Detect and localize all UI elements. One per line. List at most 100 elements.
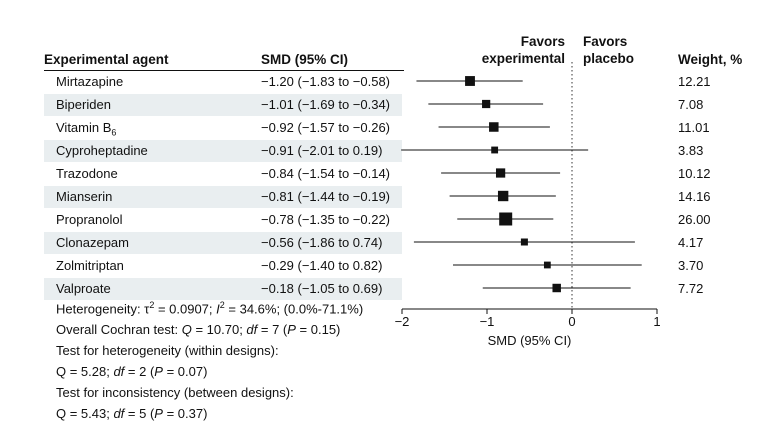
row-agent: Mianserin (56, 189, 112, 204)
row-smd: −0.29 (−1.40 to 0.82) (261, 258, 383, 273)
table-row: Propranolol −0.78 (−1.35 to −0.22) (44, 209, 402, 231)
row-smd: −1.20 (−1.83 to −0.58) (261, 74, 391, 89)
table-row: Trazodone −0.84 (−1.54 to −0.14) (44, 163, 402, 185)
row-agent: Valproate (56, 281, 111, 296)
table-row: Vitamin B6 −0.92 (−1.57 to −0.26) (44, 117, 402, 139)
row-weight: 11.01 (678, 120, 710, 135)
row-agent-text: Vitamin B (56, 120, 112, 135)
forest-plot: −2 −1 0 1 SMD (95% CI) (395, 60, 661, 348)
row-smd: −0.92 (−1.57 to −0.26) (261, 120, 391, 135)
x-tick-label: 0 (568, 314, 575, 329)
point-estimate-marker (495, 168, 506, 178)
row-agent-text: Clonazepam (56, 235, 129, 250)
table-row: Mirtazapine −1.20 (−1.83 to −0.58) (44, 71, 402, 93)
row-agent-text: Cyproheptadine (56, 143, 148, 158)
cochran-q: Q (181, 322, 192, 337)
het-within-df: df (113, 364, 125, 379)
x-tick-label: 1 (653, 314, 660, 329)
point-estimate-marker (465, 76, 475, 86)
tau-value: = 0.0907; (154, 301, 217, 317)
cochran-df-value: = 7 ( (257, 322, 288, 337)
cochran-q-value: = 10.70; (191, 322, 247, 337)
x-tick-label: −2 (395, 314, 410, 329)
inconsistency-values: Q = 5.43; df = 5 (P = 0.37) (56, 406, 207, 421)
incons-df-value: = 5 ( (124, 406, 155, 421)
heterogeneity-note: Heterogeneity: τ2 = 0.0907; I2 = 34.6%; … (56, 300, 363, 316)
row-agent-subscript: 6 (111, 127, 117, 138)
row-weight: 26.00 (678, 212, 711, 227)
point-estimate-marker (499, 212, 513, 226)
row-smd: −0.18 (−1.05 to 0.69) (261, 281, 383, 296)
table-row: Cyproheptadine −0.91 (−2.01 to 0.19) (44, 140, 402, 162)
i-symbol: I (216, 301, 220, 317)
table-row: Clonazepam −0.56 (−1.86 to 0.74) (44, 232, 402, 254)
het-within-p-value: = 0.07) (162, 364, 208, 379)
cochran-prefix: Overall Cochran test: (56, 322, 182, 337)
favors-experimental-line2: experimental (481, 51, 565, 66)
header-rule (44, 70, 404, 71)
point-estimate-marker (497, 190, 509, 202)
inconsistency-title: Test for inconsistency (between designs)… (56, 385, 294, 400)
x-tick-label: −1 (480, 314, 495, 329)
incons-df: df (113, 406, 125, 421)
favors-experimental-line1: Favors (520, 34, 565, 49)
row-smd: −0.91 (−2.01 to 0.19) (261, 143, 383, 158)
row-weight: 3.70 (678, 258, 704, 273)
table-row: Zolmitriptan −0.29 (−1.40 to 0.82) (44, 255, 402, 277)
point-estimate-marker (482, 99, 491, 109)
point-estimate-marker (520, 238, 528, 246)
header-agent: Experimental agent (44, 52, 169, 67)
row-agent: Zolmitriptan (56, 258, 124, 273)
header-weight: Weight, % (678, 52, 743, 67)
cochran-p: P (287, 322, 296, 337)
i-sup: 2 (219, 300, 225, 310)
favors-experimental-label: Favors experimental (467, 33, 565, 67)
incons-p: P (154, 406, 163, 421)
row-agent-text: Valproate (56, 281, 111, 296)
cochran-note: Overall Cochran test: Q = 10.70; df = 7 … (56, 322, 340, 337)
het-within-values: Q = 5.28; df = 2 (P = 0.07) (56, 364, 207, 379)
row-agent-text: Mianserin (56, 189, 113, 204)
row-smd: −0.78 (−1.35 to −0.22) (261, 212, 391, 227)
i-value: = 34.6%; (0.0%-71.1%) (224, 301, 364, 317)
row-agent: Propranolol (56, 212, 123, 227)
het-prefix: Heterogeneity: (56, 301, 145, 317)
point-estimate-marker (543, 261, 551, 269)
row-agent: Clonazepam (56, 235, 129, 250)
row-agent-text: Propranolol (56, 212, 123, 227)
row-weight: 14.16 (678, 189, 711, 204)
row-smd: −0.84 (−1.54 to −0.14) (261, 166, 391, 181)
het-within-df-value: = 2 ( (124, 364, 155, 379)
row-agent-text: Trazodone (56, 166, 118, 181)
row-weight: 7.08 (678, 97, 704, 112)
table-row: Biperiden −1.01 (−1.69 to −0.34) (44, 94, 402, 116)
table-row: Valproate −0.18 (−1.05 to 0.69) (44, 278, 402, 300)
point-estimate-marker (491, 146, 499, 154)
point-estimate-marker (552, 283, 561, 293)
row-agent: Mirtazapine (56, 74, 123, 89)
cochran-p-value: = 0.15) (295, 322, 341, 337)
row-smd: −0.81 (−1.44 to −0.19) (261, 189, 391, 204)
het-within-p: P (154, 364, 163, 379)
het-within-title: Test for heterogeneity (within designs): (56, 343, 279, 358)
cochran-df: df (246, 322, 258, 337)
incons-q: Q = 5.43; (56, 406, 114, 421)
row-smd: −0.56 (−1.86 to 0.74) (261, 235, 383, 250)
row-agent-text: Mirtazapine (56, 74, 124, 89)
point-estimate-marker (489, 122, 499, 132)
row-weight: 12.21 (678, 74, 711, 89)
row-agent-text: Zolmitriptan (56, 258, 124, 273)
row-agent-text: Biperiden (56, 97, 111, 112)
tau-symbol: τ (144, 301, 150, 317)
row-weight: 4.17 (678, 235, 704, 250)
row-agent: Biperiden (56, 97, 111, 112)
row-weight: 7.72 (678, 281, 704, 296)
het-within-q: Q = 5.28; (56, 364, 114, 379)
row-weight: 10.12 (678, 166, 711, 181)
row-agent: Trazodone (56, 166, 118, 181)
favors-placebo-label: Favors placebo (583, 33, 634, 67)
x-axis-label: SMD (95% CI) (488, 333, 572, 348)
favors-placebo-line1: Favors (583, 34, 628, 49)
row-agent: Vitamin B6 (56, 120, 116, 138)
table-row: Mianserin −0.81 (−1.44 to −0.19) (44, 186, 402, 208)
